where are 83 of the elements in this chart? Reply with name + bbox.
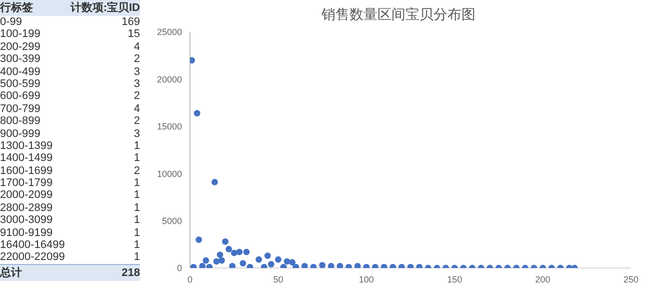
point bbox=[354, 262, 361, 268]
category-label: 400-499 bbox=[0, 66, 40, 78]
data-label: 1 bbox=[134, 251, 140, 264]
data-label: 4 bbox=[134, 40, 140, 54]
data-label: 1 bbox=[134, 214, 140, 227]
data-label: 15 bbox=[128, 28, 140, 41]
point bbox=[218, 257, 225, 264]
text: 计数项:宝贝ID bbox=[70, 0, 140, 16]
data-label: 4 bbox=[134, 102, 140, 116]
point bbox=[301, 262, 308, 268]
point bbox=[275, 256, 282, 263]
category-label: 2000-2099 bbox=[0, 189, 53, 202]
point bbox=[216, 252, 224, 258]
x-tick-label: 100 bbox=[358, 274, 374, 284]
point bbox=[230, 250, 238, 256]
category-label: 700-799 bbox=[0, 102, 40, 116]
point bbox=[199, 262, 206, 268]
data-label: 2 bbox=[134, 90, 140, 103]
y-tick-label: 5000 bbox=[162, 216, 182, 226]
x-tick-label: 150 bbox=[447, 274, 462, 284]
point bbox=[319, 262, 326, 268]
category-label: 300-399 bbox=[0, 53, 40, 66]
data-label: 3 bbox=[134, 66, 140, 78]
point bbox=[213, 258, 220, 265]
point bbox=[211, 178, 218, 186]
x-tick-label: 50 bbox=[273, 274, 284, 284]
point bbox=[289, 259, 296, 266]
category-label: 800-899 bbox=[0, 115, 40, 128]
data-label: 2 bbox=[134, 53, 140, 66]
data-label: 1 bbox=[134, 226, 140, 240]
point bbox=[284, 258, 290, 265]
point bbox=[194, 110, 200, 116]
category-label: 900-999 bbox=[0, 128, 40, 140]
point bbox=[256, 256, 262, 263]
category-label: 500-599 bbox=[0, 78, 40, 90]
chart-title: 销售数量区间宝贝分布图 bbox=[320, 6, 476, 24]
category-label: 16400-16499 bbox=[0, 239, 65, 252]
point bbox=[240, 260, 246, 266]
text: 行标签 bbox=[0, 0, 33, 16]
text: 218 bbox=[122, 266, 140, 279]
x-tick-label: 0 bbox=[187, 274, 193, 284]
point bbox=[336, 262, 344, 268]
data-label: 1 bbox=[134, 239, 140, 252]
data-label: 1 bbox=[134, 177, 140, 190]
point bbox=[202, 257, 210, 264]
data-label: 3 bbox=[134, 128, 140, 140]
category-label: 1700-1799 bbox=[0, 177, 53, 190]
data-label: 1 bbox=[134, 140, 140, 152]
data-label: 169 bbox=[122, 16, 140, 28]
category-label: 1300-1399 bbox=[0, 140, 53, 152]
category-label: 9100-9199 bbox=[0, 226, 53, 240]
data-label: 1 bbox=[134, 202, 140, 214]
category-label: 100-199 bbox=[0, 28, 40, 41]
data-label: 2 bbox=[134, 164, 140, 178]
data-label: 2 bbox=[134, 115, 140, 128]
text: 总计 bbox=[0, 266, 22, 281]
point bbox=[264, 252, 271, 259]
point bbox=[226, 246, 232, 252]
point bbox=[328, 262, 334, 268]
data-label: 1 bbox=[134, 152, 140, 165]
category-label: 0-99 bbox=[0, 16, 22, 28]
category-label: 1400-1499 bbox=[0, 152, 53, 165]
category-label: 3000-3099 bbox=[0, 214, 53, 227]
category-label: 2800-2899 bbox=[0, 202, 53, 214]
category-label: 200-299 bbox=[0, 40, 40, 54]
category-label: 22000-22099 bbox=[0, 251, 65, 264]
y-tick-label: 20000 bbox=[156, 74, 182, 84]
category-label: 1600-1699 bbox=[0, 164, 53, 178]
y-tick-label: 10000 bbox=[156, 168, 182, 179]
point bbox=[229, 262, 236, 268]
data-label: 3 bbox=[134, 78, 140, 90]
category-label: 600-699 bbox=[0, 90, 40, 103]
point bbox=[268, 261, 274, 268]
y-tick-label: 15000 bbox=[156, 122, 182, 132]
point bbox=[196, 236, 202, 243]
point bbox=[243, 248, 250, 256]
point bbox=[236, 248, 243, 256]
y-tick-label: 0 bbox=[176, 263, 182, 274]
x-tick-label: 200 bbox=[535, 274, 550, 284]
x-tick-label: 250 bbox=[623, 274, 639, 284]
data-label: 1 bbox=[134, 189, 140, 202]
y-tick-label: 25000 bbox=[156, 27, 182, 38]
point bbox=[222, 238, 228, 245]
